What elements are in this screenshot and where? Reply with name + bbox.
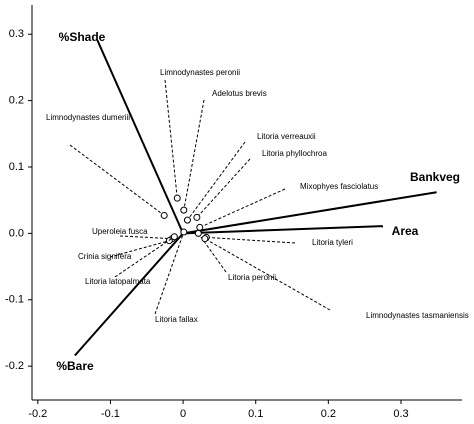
vector xyxy=(74,232,184,357)
leader-line xyxy=(197,233,227,273)
species-point xyxy=(194,229,202,237)
species-point xyxy=(196,223,204,231)
species-label: Limnodynastes tasmaniensis xyxy=(366,311,469,320)
species-label: Adelotus brevis xyxy=(212,89,267,98)
species-point xyxy=(170,233,178,241)
species-label: Litoria tyleri xyxy=(312,238,353,247)
x-tick-label: 0.2 xyxy=(321,408,336,420)
species-point xyxy=(160,211,168,219)
y-tick-label: 0.1 xyxy=(9,161,24,173)
x-tick-label: 0.1 xyxy=(248,408,263,420)
species-label: Litoria latopalmata xyxy=(85,277,151,286)
leader-line xyxy=(196,158,251,218)
leader-line xyxy=(154,231,185,315)
leader-line xyxy=(69,144,165,216)
species-label: Litoria phyllochroa xyxy=(262,149,327,158)
species-point xyxy=(201,235,209,243)
vector xyxy=(96,39,184,234)
vector-label: %Bare xyxy=(56,359,94,373)
species-point xyxy=(183,216,191,224)
y-tick-label: 0.2 xyxy=(9,95,24,107)
leader-line xyxy=(204,238,331,311)
leader-line xyxy=(114,236,175,278)
y-tick-label: -0.2 xyxy=(5,360,24,372)
vector xyxy=(183,225,383,235)
leader-line xyxy=(109,240,170,258)
vector xyxy=(182,191,437,235)
species-label: Limnodynastes dumeriii xyxy=(46,113,130,122)
species-label: Limnodynastes peronii xyxy=(160,68,240,77)
species-label: Litoria peronii xyxy=(228,273,276,282)
leader-line xyxy=(183,99,205,211)
species-label: Uperoleia fusca xyxy=(92,227,148,236)
leader-line xyxy=(119,235,173,240)
y-tick-label: 0.0 xyxy=(9,227,24,239)
species-point xyxy=(193,213,201,221)
y-tick-label: -0.1 xyxy=(5,294,24,306)
species-point xyxy=(173,194,181,202)
y-tick-label: 0.3 xyxy=(9,28,24,40)
vector-label: %Shade xyxy=(59,30,106,44)
species-point xyxy=(180,206,188,214)
x-tick-label: -0.1 xyxy=(101,408,120,420)
leader-line xyxy=(206,236,296,244)
vector-label: Bankveg xyxy=(410,170,460,184)
x-tick-label: 0.3 xyxy=(393,408,408,420)
species-label: Litoria verreauxii xyxy=(257,132,316,141)
x-tick-label: 0 xyxy=(180,408,186,420)
species-point xyxy=(180,228,188,236)
species-label: Crinia signifera xyxy=(78,252,132,261)
species-label: Mixophyes fasciolatus xyxy=(300,182,378,191)
leader-line xyxy=(187,141,246,221)
leader-line xyxy=(164,79,178,199)
vector-label: Area xyxy=(392,224,419,238)
species-label: Litoria fallax xyxy=(155,315,198,324)
x-tick-label: -0.2 xyxy=(28,408,47,420)
leader-line xyxy=(199,188,286,228)
